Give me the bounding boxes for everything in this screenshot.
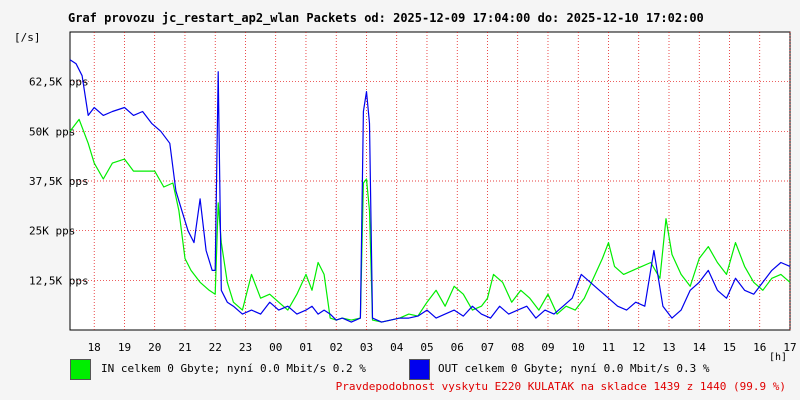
x-tick-label: 09	[541, 341, 554, 354]
x-tick-label: 10	[572, 341, 585, 354]
out-series-line	[69, 59, 791, 323]
y-tick-label: 37,5K pps	[29, 175, 89, 188]
x-tick-label: 12	[632, 341, 645, 354]
x-tick-label: 15	[723, 341, 736, 354]
x-axis-unit-label: [h]	[769, 352, 787, 363]
chart-title: Graf provozu jc_restart_ap2_wlan Packets…	[68, 11, 704, 25]
in-legend-swatch	[70, 359, 91, 380]
y-tick-label: 50K pps	[29, 125, 75, 138]
x-tick-label: 18	[88, 341, 101, 354]
probability-footer: Pravdepodobnost vyskytu E220 KULATAK na …	[335, 380, 786, 393]
y-tick-label: 25K pps	[29, 225, 75, 238]
x-tick-label: 01	[299, 341, 312, 354]
y-axis-unit-label: [/s]	[14, 31, 41, 44]
x-tick-label: 13	[662, 341, 675, 354]
x-tick-label: 21	[178, 341, 191, 354]
x-tick-label: 19	[118, 341, 131, 354]
x-tick-label: 06	[451, 341, 464, 354]
x-tick-label: 17	[783, 341, 796, 354]
x-tick-label: 22	[209, 341, 222, 354]
x-tick-label: 20	[148, 341, 161, 354]
x-tick-label: 14	[693, 341, 707, 354]
x-tick-label: 05	[420, 341, 433, 354]
x-tick-label: 00	[269, 341, 282, 354]
x-tick-label: 08	[511, 341, 524, 354]
x-tick-label: 23	[239, 341, 252, 354]
x-tick-label: 16	[753, 341, 766, 354]
x-tick-label: 03	[360, 341, 373, 354]
y-tick-label: 12,5K pps	[29, 274, 89, 287]
in-series-line	[69, 118, 791, 323]
out-legend-swatch	[409, 359, 430, 380]
y-tick-label: 62,5K pps	[29, 76, 89, 89]
x-tick-label: 02	[330, 341, 343, 354]
out-legend-text: OUT celkem 0 Gbyte; nyní 0.0 Mbit/s 0.3 …	[438, 362, 710, 375]
in-legend-text: IN celkem 0 Gbyte; nyní 0.0 Mbit/s 0.2 %	[101, 362, 366, 375]
x-tick-label: 04	[390, 341, 404, 354]
x-tick-label: 07	[481, 341, 494, 354]
x-tick-label: 11	[602, 341, 615, 354]
